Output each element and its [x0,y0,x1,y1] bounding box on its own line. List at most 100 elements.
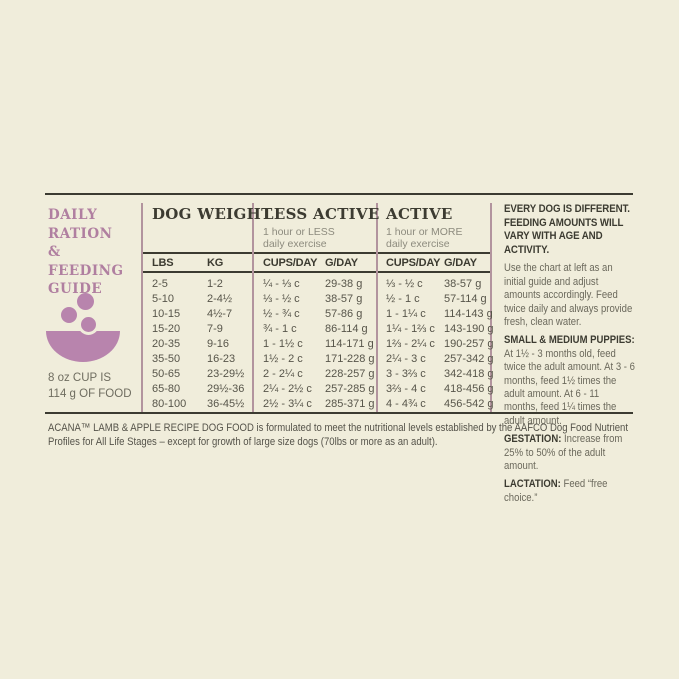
table-row: ½ - ¾ c 57-86 g [263,307,375,322]
column-divider [252,203,254,412]
grams-value: 342-418 g [444,368,494,380]
kg-value: 36-45½ [207,398,245,410]
active-column: ACTIVE 1 hour or MORE daily exercise CUP… [386,205,494,410]
table-row: 20-35 9-16 [152,337,250,352]
cup-note-line: 8 oz CUP IS [48,372,112,384]
grams-value: 57-86 g [325,308,363,320]
cups-value: 1 - 1½ c [263,338,303,350]
cups-value: 2¼ - 3 c [386,353,426,365]
table-row: 80-100 36-45½ [152,397,250,412]
lactation-text: Feed “free choice.” [504,478,608,504]
column-divider [490,203,492,412]
dog-weight-title: DOG WEIGHT [152,205,273,223]
dog-weight-subheader: LBS KG [152,253,250,272]
kg-header: KG [207,256,224,269]
table-row: 3⅔ - 4 c 418-456 g [386,382,494,397]
feeding-notes-column: EVERY DOG IS DIFFERENT. FEEDING AMOUNTS … [504,203,635,510]
lbs-value: 10-15 [152,308,181,320]
cups-value: 2¼ - 2½ c [263,383,312,395]
column-divider [376,203,378,412]
puppies-label: SMALL & MEDIUM PUPPIES: [504,334,635,347]
grams-value: 29-38 g [325,278,363,290]
grams-value: 257-285 g [325,383,375,395]
table-row: 65-80 29½-36 [152,382,250,397]
table-row: 1⅔ - 2¼ c 190-257 g [386,337,494,352]
cups-value: ¾ - 1 c [263,323,297,335]
subheader-rule-bottom [141,271,490,273]
grams-value: 171-228 g [325,353,375,365]
lbs-value: 50-65 [152,368,181,380]
guide-title-block: DAILY RATION & FEEDING GUIDE [48,206,140,299]
subtitle-line: 1 hour or LESS [263,226,335,238]
less-active-subheader: CUPS/DAY G/DAY [263,253,375,272]
kg-value: 29½-36 [207,383,245,395]
dog-weight-column: DOG WEIGHT LBS KG 2-5 1-2 5-10 2-4½ 10-15 4… [152,205,273,410]
cups-value: 4 - 4¾ c [386,398,426,410]
cup-note-line: 114 g OF FOOD [48,387,132,400]
cups-day-header: CUPS/DAY [263,256,318,269]
cups-value: 3 - 3⅔ c [386,368,426,380]
table-row: 5-10 2-4½ [152,292,250,307]
kibble-dot-icon [78,314,99,335]
grams-value: 38-57 g [444,278,482,290]
lbs-value: 15-20 [152,323,181,335]
lbs-header: LBS [152,256,174,269]
table-row: ¾ - 1 c 86-114 g [263,322,375,337]
puppies-text: At 1½ - 3 months old, feed twice the adu… [504,347,635,427]
aafco-statement: ACANA™ LAMB & APPLE RECIPE DOG FOOD is f… [48,422,629,448]
cups-value: 1½ - 2 c [263,353,303,365]
g-day-header: G/DAY [325,256,358,269]
bottom-rule [45,412,633,414]
notes-intro: Use the chart at left as an initial guid… [504,262,633,328]
table-row: 35-50 16-23 [152,352,250,367]
lbs-value: 5-10 [152,293,175,305]
cups-value: 3⅔ - 4 c [386,383,426,395]
gestation-text: Increase from 25% to 50% of the adult am… [504,433,623,473]
cups-value: ⅓ - ½ c [263,293,300,305]
kibble-dot-icon [77,293,94,310]
table-row: 2½ - 3¼ c 285-371 g [263,397,375,412]
kg-value: 1-2 [207,278,223,290]
grams-value: 456-542 g [444,398,494,410]
cup-note: 8 oz CUP IS 114 g OF FOOD [48,371,132,402]
cups-value: 1⅔ - 2¼ c [386,338,435,350]
kg-value: 23-29½ [207,368,245,380]
active-title: ACTIVE [386,205,453,223]
lbs-value: 2-5 [152,278,168,290]
subtitle-line: daily exercise [263,238,327,250]
lbs-value: 80-100 [152,398,187,410]
table-row: ⅓ - ½ c 38-57 g [263,292,375,307]
kg-value: 2-4½ [207,293,233,305]
notes-heading: EVERY DOG IS DIFFERENT. FEEDING AMOUNTS … [504,203,630,256]
puppies-note: SMALL & MEDIUM PUPPIES: At 1½ - 3 months… [504,334,635,428]
table-row: 3 - 3⅔ c 342-418 g [386,367,494,382]
table-row: 2 - 2¼ c 228-257 g [263,367,375,382]
kibble-bowl-icon [44,291,124,365]
grams-value: 143-190 g [444,323,494,335]
gestation-note: GESTATION: Increase from 25% to 50% of t… [504,433,635,473]
kg-value: 4½-7 [207,308,233,320]
cups-day-header: CUPS/DAY [386,256,441,269]
kg-value: 9-16 [207,338,230,350]
column-divider [141,203,143,412]
grams-value: 257-342 g [444,353,494,365]
dog-weight-rows: 2-5 1-2 5-10 2-4½ 10-15 4½-7 15-20 7-9 20-35… [152,277,250,412]
table-row: 1 - 1½ c 114-171 g [263,337,375,352]
lbs-value: 20-35 [152,338,181,350]
kibble-dot-icon [61,307,77,323]
table-row: 2¼ - 3 c 257-342 g [386,352,494,367]
cups-value: 1¼ - 1⅔ c [386,323,435,335]
table-row: 1 - 1¼ c 114-143 g [386,307,493,322]
grams-value: 114-143 g [444,308,493,320]
gestation-label: GESTATION: [504,433,562,446]
table-row: ¼ - ⅓ c 29-38 g [263,277,375,292]
less-active-rows: ¼ - ⅓ c 29-38 g ⅓ - ½ c 38-57 g ½ - ¾ c 57-… [263,277,375,412]
table-row: 2-5 1-2 [152,277,250,292]
less-active-column: LESS ACTIVE 1 hour or LESS daily exercis… [263,205,380,410]
cups-value: ½ - ¾ c [263,308,300,320]
active-subheader: CUPS/DAY G/DAY [386,253,488,272]
cups-value: ¼ - ⅓ c [263,278,300,290]
less-active-title: LESS ACTIVE [263,205,380,223]
